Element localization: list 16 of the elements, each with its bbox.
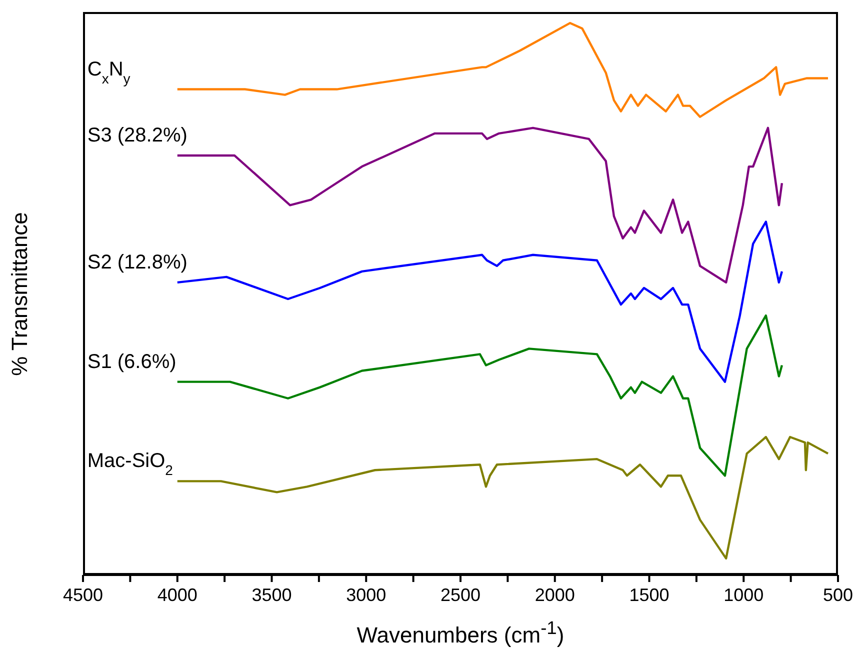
series-label: S2 (12.8%) bbox=[87, 251, 188, 274]
x-tick-label: 500 bbox=[822, 584, 854, 605]
y-axis-title: % Transmittance bbox=[7, 212, 33, 376]
x-tick-label: 4000 bbox=[157, 584, 198, 605]
text: C$_{x}$N$_{y}$ bbox=[87, 58, 130, 86]
x-axis-title: Wavenumbers (cm$^{-1}$) bbox=[356, 617, 566, 648]
series-label: Mac-SiO$_{2}$ bbox=[87, 450, 174, 478]
series-label: S3 (28.2%) bbox=[87, 124, 188, 147]
x-tick-label: 3000 bbox=[346, 584, 386, 605]
x-tick-label: 1500 bbox=[629, 584, 670, 605]
series-label: S1 (6.6%) bbox=[87, 350, 176, 373]
x-tick-label: 2000 bbox=[534, 584, 575, 605]
x-tick-label: 2500 bbox=[440, 584, 481, 605]
x-tick-label: 3500 bbox=[252, 584, 292, 605]
x-tick-label: 1000 bbox=[724, 584, 764, 605]
x-tick-label: 4500 bbox=[62, 584, 104, 605]
